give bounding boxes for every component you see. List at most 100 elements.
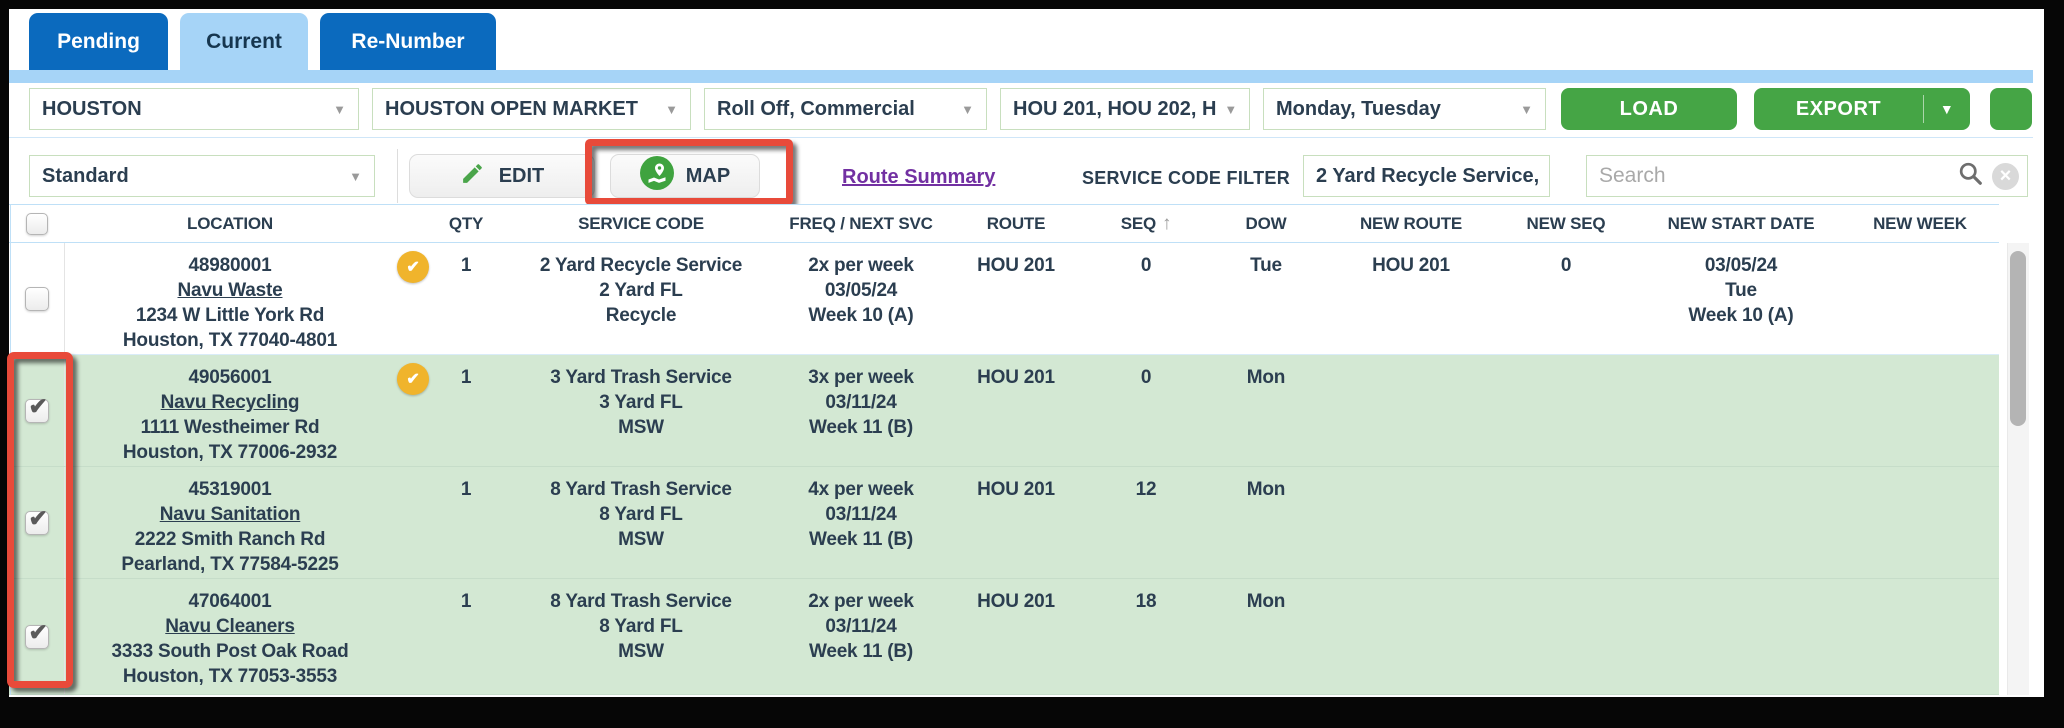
search-input[interactable] <box>1599 164 1949 188</box>
sort-ascending-icon: ↑ <box>1162 212 1172 234</box>
freq-line: 03/11/24 <box>825 392 897 413</box>
row-checkbox[interactable] <box>24 286 49 311</box>
location-address: 1111 Westheimer Rd <box>140 417 320 438</box>
column-header-location[interactable]: LOCATION <box>187 213 273 233</box>
freq-line: 03/05/24 <box>824 280 898 301</box>
line-of-business-value: Roll Off, Commercial <box>717 97 915 120</box>
map-button[interactable]: MAP <box>610 154 760 198</box>
location-name-link[interactable]: Navu Recycling <box>160 392 300 413</box>
tab-current[interactable]: Current <box>180 13 308 70</box>
routes-dropdown[interactable]: HOU 201, HOU 202, H ▼ <box>1000 88 1250 130</box>
service-line: 8 Yard Trash Service <box>550 591 732 612</box>
select-all-checkbox[interactable] <box>26 212 48 235</box>
route-summary-link[interactable]: Route Summary <box>842 166 996 188</box>
date-line: Tue <box>1725 280 1757 301</box>
service-code-filter-dropdown[interactable]: 2 Yard Recycle Service, ▼ <box>1303 155 1550 197</box>
service-line: 3 Yard Trash Service <box>550 367 732 388</box>
row-checkbox[interactable] <box>24 506 49 535</box>
freq-line: 03/11/24 <box>825 616 897 637</box>
qty-cell: 1 <box>460 479 472 500</box>
service-code-cell: 8 Yard Trash Service 8 Yard FL MSW <box>501 467 781 578</box>
edit-label: EDIT <box>498 164 545 187</box>
new-start-date-cell <box>1641 467 1841 578</box>
location-address: 3333 South Post Oak Road <box>111 641 349 662</box>
location-name-link[interactable]: Navu Waste <box>177 280 283 301</box>
tab-pending[interactable]: Pending <box>29 13 168 70</box>
location-address: 1234 W Little York Rd <box>135 305 325 326</box>
qty-cell: 1 <box>460 255 472 276</box>
row-checkbox[interactable] <box>24 620 49 649</box>
location-address: 2222 Smith Ranch Rd <box>134 529 326 550</box>
column-header-route[interactable]: ROUTE <box>986 213 1046 233</box>
location-id: 47064001 <box>188 591 272 612</box>
market-value: HOUSTON OPEN MARKET <box>385 97 638 120</box>
new-seq-cell <box>1491 579 1641 694</box>
location-name-link[interactable]: Navu Sanitation <box>159 504 301 525</box>
confirmed-badge-icon: ✔ <box>397 251 429 283</box>
search-icon[interactable] <box>1957 160 1984 192</box>
service-line: 8 Yard FL <box>599 616 683 637</box>
routes-value: HOU 201, HOU 202, H <box>1013 97 1217 120</box>
column-header-new-seq[interactable]: NEW SEQ <box>1526 213 1606 233</box>
additional-action-button[interactable] <box>1990 88 2032 130</box>
new-route-cell <box>1331 579 1491 694</box>
chevron-down-icon: ▼ <box>1520 101 1533 117</box>
column-header-dow[interactable]: DOW <box>1245 213 1287 233</box>
seq-cell: 0 <box>1140 255 1152 276</box>
chevron-down-icon: ▼ <box>1547 169 1549 184</box>
map-label: MAP <box>685 164 731 187</box>
freq-line: 2x per week <box>808 591 914 612</box>
vertical-scrollbar-thumb[interactable] <box>2010 251 2026 426</box>
column-header-qty[interactable]: QTY <box>448 213 484 233</box>
table-row: 49056001 Navu Recycling 1111 Westheimer … <box>9 355 1999 467</box>
view-value: Standard <box>42 164 129 187</box>
freq-line: 3x per week <box>808 367 914 388</box>
chevron-down-icon: ▼ <box>665 101 678 117</box>
load-button[interactable]: LOAD <box>1561 88 1737 130</box>
table-row: 48980001 Navu Waste 1234 W Little York R… <box>9 243 1999 355</box>
new-route-cell <box>1331 467 1491 578</box>
seq-cell: 12 <box>1135 479 1157 500</box>
freq-cell: 2x per week 03/11/24 Week 11 (B) <box>781 579 941 694</box>
column-header-seq[interactable]: SEQ ↑ <box>1091 213 1201 235</box>
dow-cell: Tue <box>1250 255 1282 276</box>
location-city: Houston, TX 77006-2932 <box>122 442 338 463</box>
days-dropdown[interactable]: Monday, Tuesday ▼ <box>1263 88 1546 130</box>
chevron-down-icon[interactable]: ▼ <box>1939 101 1955 117</box>
column-header-service-code[interactable]: SERVICE CODE <box>578 213 704 233</box>
divider-line <box>397 149 398 203</box>
location-name-link[interactable]: Navu Cleaners <box>165 616 295 637</box>
column-header-new-week[interactable]: NEW WEEK <box>1873 213 1967 233</box>
division-dropdown[interactable]: HOUSTON ▼ <box>29 88 359 130</box>
route-cell: HOU 201 <box>977 255 1055 276</box>
column-header-new-route[interactable]: NEW ROUTE <box>1359 213 1463 233</box>
column-header-new-start-date[interactable]: NEW START DATE <box>1667 213 1815 233</box>
location-cell: 45319001 Navu Sanitation 2222 Smith Ranc… <box>65 467 395 578</box>
dow-cell: Mon <box>1246 591 1286 612</box>
confirmed-badge-icon: ✔ <box>397 363 429 395</box>
market-dropdown[interactable]: HOUSTON OPEN MARKET ▼ <box>372 88 691 130</box>
service-line: MSW <box>618 529 664 550</box>
dow-cell: Mon <box>1246 367 1286 388</box>
freq-cell: 4x per week 03/11/24 Week 11 (B) <box>781 467 941 578</box>
chevron-down-icon: ▼ <box>349 168 362 184</box>
service-line: Recycle <box>605 305 677 326</box>
new-route-cell: HOU 201 <box>1372 255 1450 276</box>
new-start-date-cell <box>1641 355 1841 466</box>
qty-cell: 1 <box>460 367 472 388</box>
tab-renumber[interactable]: Re-Number <box>320 13 496 70</box>
view-dropdown[interactable]: Standard ▼ <box>29 155 375 197</box>
chevron-down-icon: ▼ <box>1224 101 1238 117</box>
column-header-freq[interactable]: FREQ / NEXT SVC <box>789 213 933 233</box>
freq-cell: 2x per week 03/05/24 Week 10 (A) <box>781 243 941 354</box>
divider-line <box>9 137 2033 138</box>
row-checkbox[interactable] <box>24 394 49 423</box>
map-pin-icon <box>639 156 674 196</box>
edit-button[interactable]: EDIT <box>409 154 595 198</box>
export-button[interactable]: EXPORT ▼ <box>1754 88 1970 130</box>
line-of-business-dropdown[interactable]: Roll Off, Commercial ▼ <box>704 88 987 130</box>
clear-search-icon[interactable]: × <box>1992 162 2019 190</box>
new-seq-cell <box>1491 467 1641 578</box>
service-line: MSW <box>618 417 664 438</box>
